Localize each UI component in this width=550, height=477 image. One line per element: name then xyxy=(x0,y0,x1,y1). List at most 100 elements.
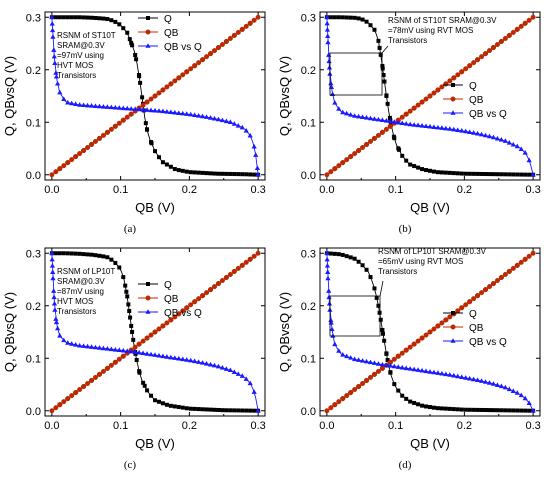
data-point xyxy=(239,262,245,268)
data-point xyxy=(144,335,150,341)
data-point xyxy=(120,117,126,123)
data-point xyxy=(483,408,488,413)
data-point xyxy=(447,170,452,175)
data-point xyxy=(69,341,75,346)
data-point xyxy=(164,402,169,407)
data-point xyxy=(412,164,417,169)
data-point xyxy=(336,252,341,257)
data-point xyxy=(172,355,178,360)
data-point xyxy=(352,113,358,118)
data-point xyxy=(204,54,210,60)
data-point xyxy=(125,30,130,35)
data-point xyxy=(160,108,166,114)
data-point xyxy=(152,107,158,113)
data-point xyxy=(168,164,173,169)
data-point xyxy=(219,365,226,370)
y-tick-label: 0.1 xyxy=(301,353,316,365)
data-point xyxy=(49,263,56,268)
data-point xyxy=(252,172,257,177)
data-point xyxy=(53,15,58,20)
data-point xyxy=(408,399,413,404)
data-point xyxy=(199,113,206,119)
data-point xyxy=(387,118,393,124)
data-point xyxy=(200,170,205,175)
x-axis-label: QB (V) xyxy=(410,436,450,451)
legend: Q QB QB vs Q xyxy=(443,309,507,348)
data-point xyxy=(208,171,213,176)
data-point xyxy=(132,106,138,111)
data-point xyxy=(215,116,222,122)
data-point xyxy=(101,254,106,259)
legend-label: QB vs Q xyxy=(469,109,507,120)
data-point xyxy=(332,100,338,105)
data-point xyxy=(136,106,142,112)
annotation-line: RSNM of ST10T xyxy=(57,31,116,40)
data-point xyxy=(498,38,504,44)
data-point xyxy=(475,293,481,299)
data-point xyxy=(471,407,476,412)
data-point xyxy=(196,112,202,118)
annotation-line: SRAM@0.3V xyxy=(57,277,105,286)
data-point xyxy=(100,368,106,374)
data-point xyxy=(104,104,111,109)
data-point xyxy=(479,407,484,412)
data-point xyxy=(136,73,141,77)
data-point xyxy=(486,133,493,139)
data-point xyxy=(145,388,150,393)
data-point xyxy=(443,170,448,175)
data-point xyxy=(235,29,241,35)
data-point xyxy=(348,255,353,260)
data-point xyxy=(100,103,107,109)
data-point xyxy=(140,106,146,112)
data-point xyxy=(510,29,516,35)
data-point xyxy=(227,367,233,373)
y-tick-label: 0.3 xyxy=(301,12,316,24)
legend-label: QB xyxy=(164,28,179,39)
data-point xyxy=(168,354,174,360)
legend-label: QB xyxy=(469,95,484,106)
data-point xyxy=(203,114,210,119)
data-point xyxy=(156,108,162,113)
data-point xyxy=(427,93,433,99)
data-point xyxy=(215,363,222,369)
y-axis-label: Q, QBvsQ (V) xyxy=(2,292,17,372)
data-point xyxy=(156,90,162,96)
data-point xyxy=(400,393,405,398)
data-point xyxy=(207,115,214,120)
data-point xyxy=(376,303,381,308)
y-tick-label: 0.3 xyxy=(26,248,41,260)
data-point xyxy=(77,342,83,348)
data-point xyxy=(474,130,481,136)
data-point xyxy=(503,408,508,413)
data-point xyxy=(395,353,401,359)
data-point xyxy=(459,171,464,176)
data-point xyxy=(200,57,206,63)
data-point xyxy=(371,135,377,141)
data-point xyxy=(510,265,516,271)
data-point xyxy=(196,407,201,412)
data-point xyxy=(527,172,532,177)
data-point xyxy=(112,346,118,352)
data-point xyxy=(104,129,110,135)
data-point xyxy=(69,393,75,399)
data-point xyxy=(506,140,512,145)
data-point xyxy=(196,60,202,66)
data-point xyxy=(164,162,169,167)
data-point xyxy=(371,371,377,377)
data-point xyxy=(399,114,405,120)
data-point xyxy=(97,16,102,21)
x-tick-label: 0.2 xyxy=(457,184,472,196)
data-point xyxy=(372,27,377,32)
data-point xyxy=(244,408,249,413)
data-point xyxy=(463,375,469,380)
data-point xyxy=(364,19,369,24)
x-axis-label: QB (V) xyxy=(135,200,175,215)
x-tick-label: 0.3 xyxy=(525,420,540,432)
data-point xyxy=(511,408,516,413)
x-tick-label: 0.3 xyxy=(250,420,265,432)
panel-label: (a) xyxy=(124,223,137,235)
data-point xyxy=(176,355,182,361)
data-point xyxy=(215,45,221,51)
data-point xyxy=(467,375,473,381)
